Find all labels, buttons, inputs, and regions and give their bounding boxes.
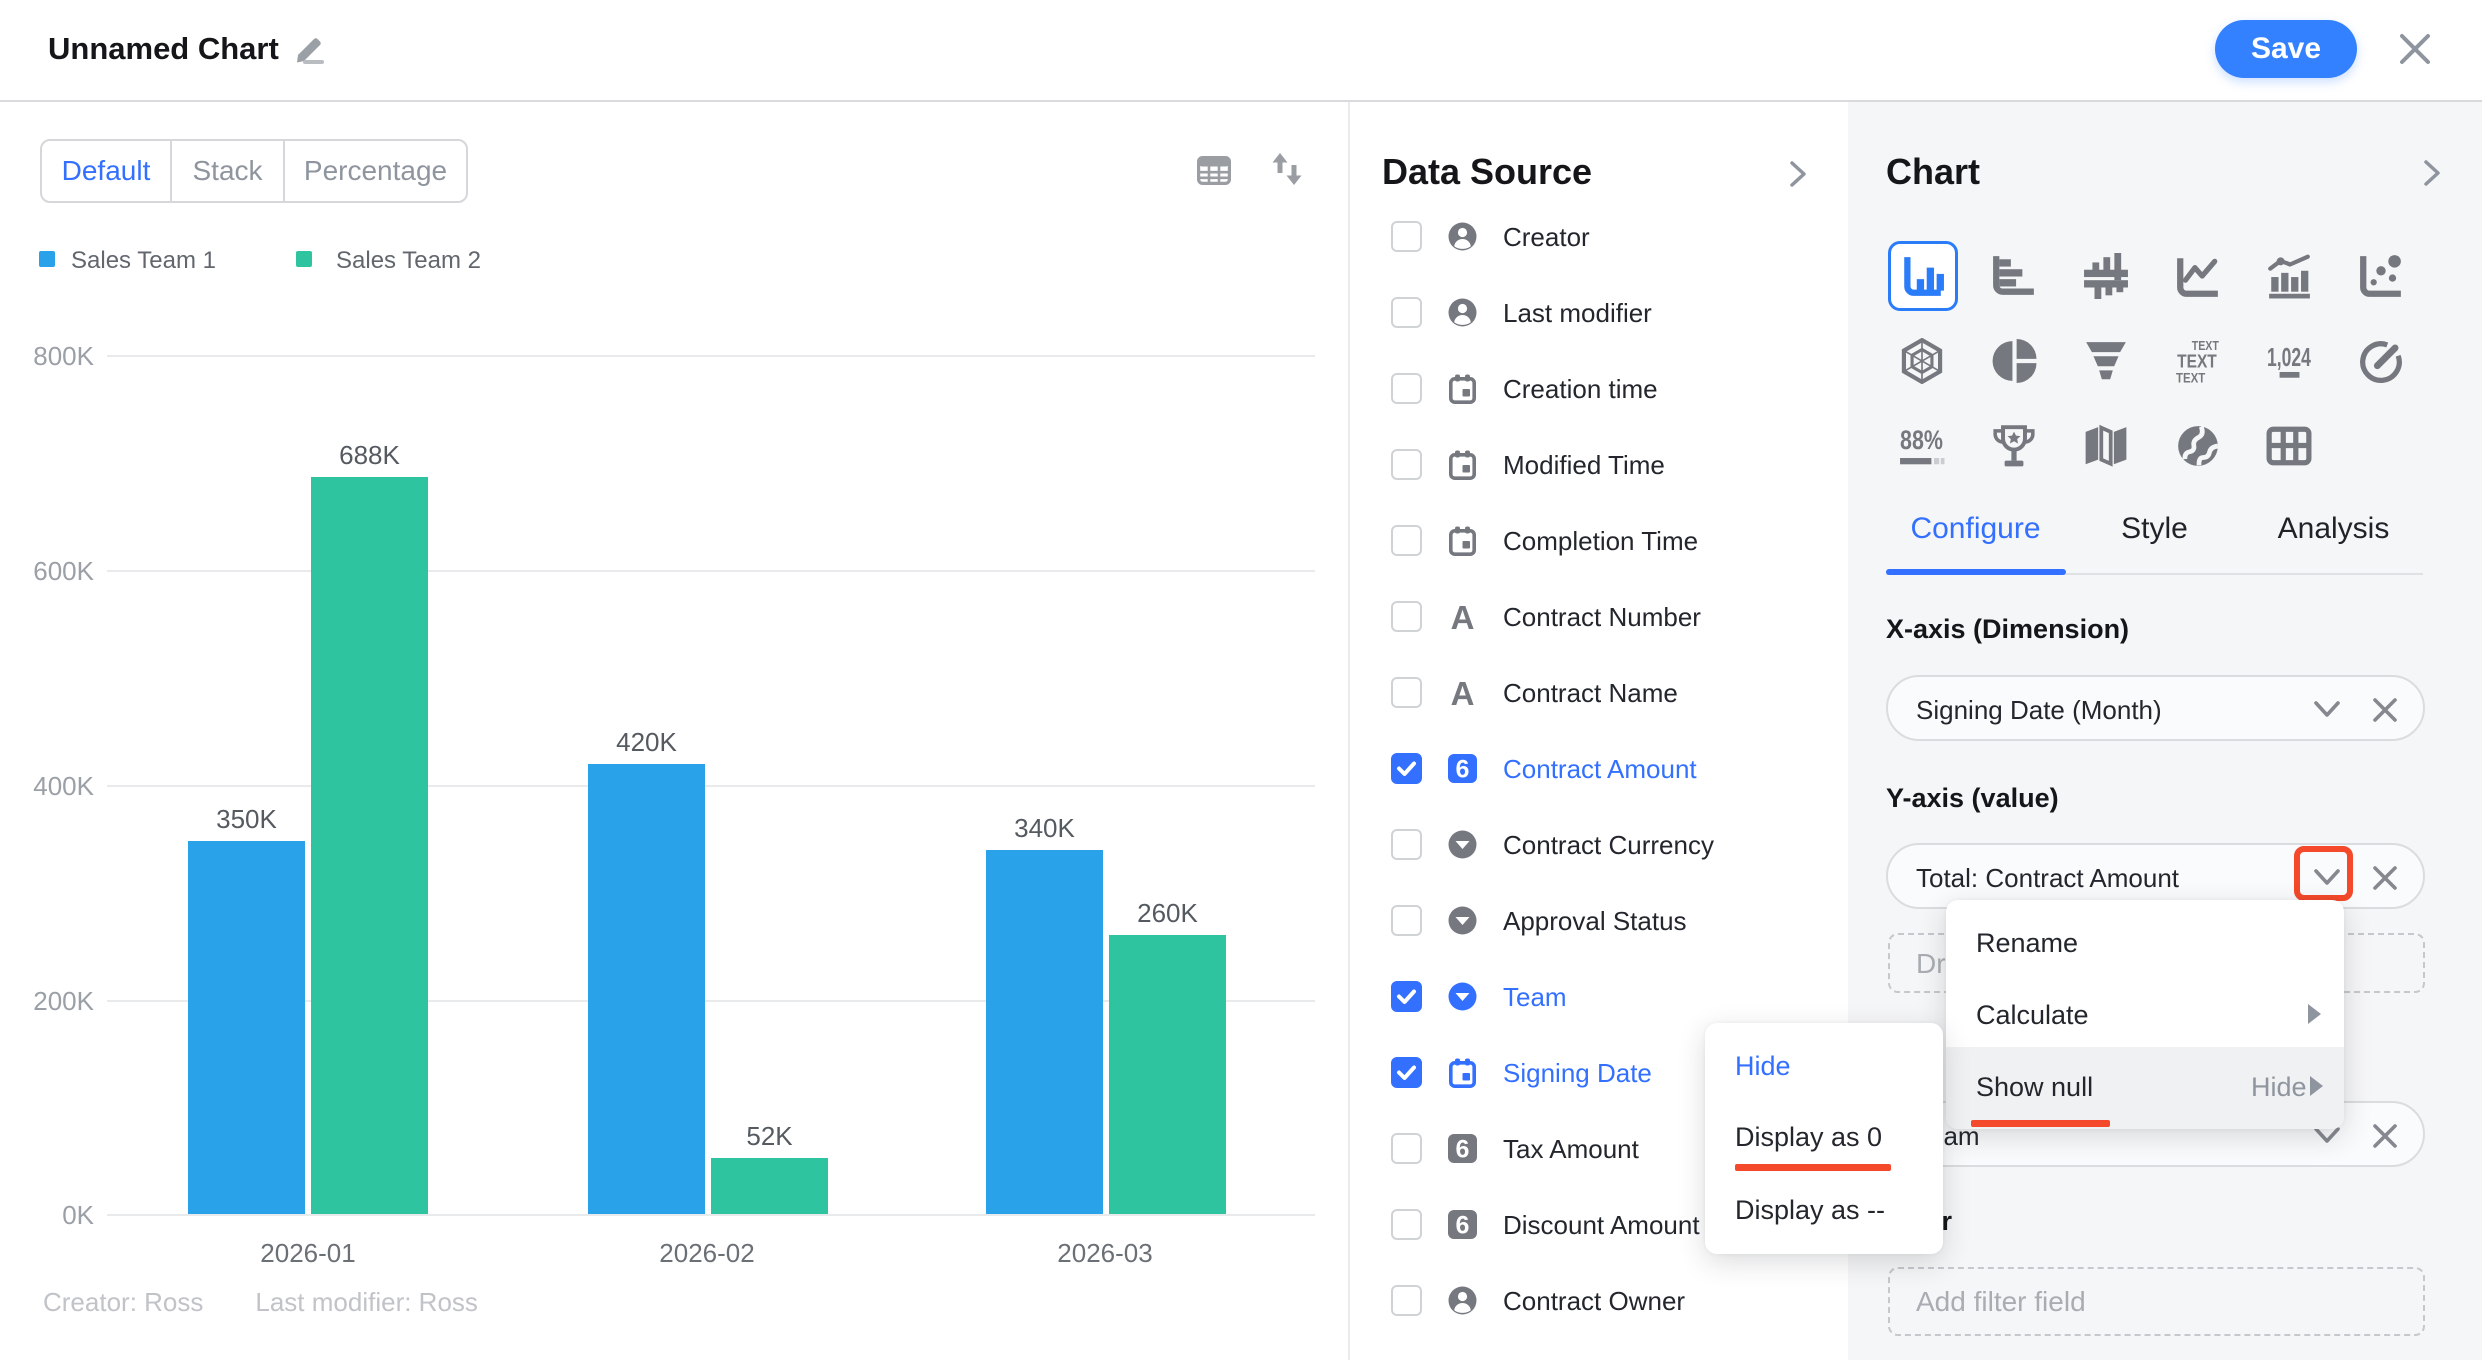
svg-text:TEXT: TEXT <box>2192 339 2219 353</box>
svg-text:1,024: 1,024 <box>2267 342 2311 372</box>
svg-text:88%: 88% <box>1900 424 1943 455</box>
svg-text:6: 6 <box>1456 756 1470 784</box>
svg-text:6: 6 <box>1456 1212 1470 1240</box>
svg-text:A: A <box>1451 599 1475 636</box>
svg-text:TEXT: TEXT <box>2177 350 2217 371</box>
svg-text:6: 6 <box>1456 1136 1470 1164</box>
svg-text:TEXT: TEXT <box>2176 370 2206 384</box>
svg-text:A: A <box>1451 675 1475 712</box>
